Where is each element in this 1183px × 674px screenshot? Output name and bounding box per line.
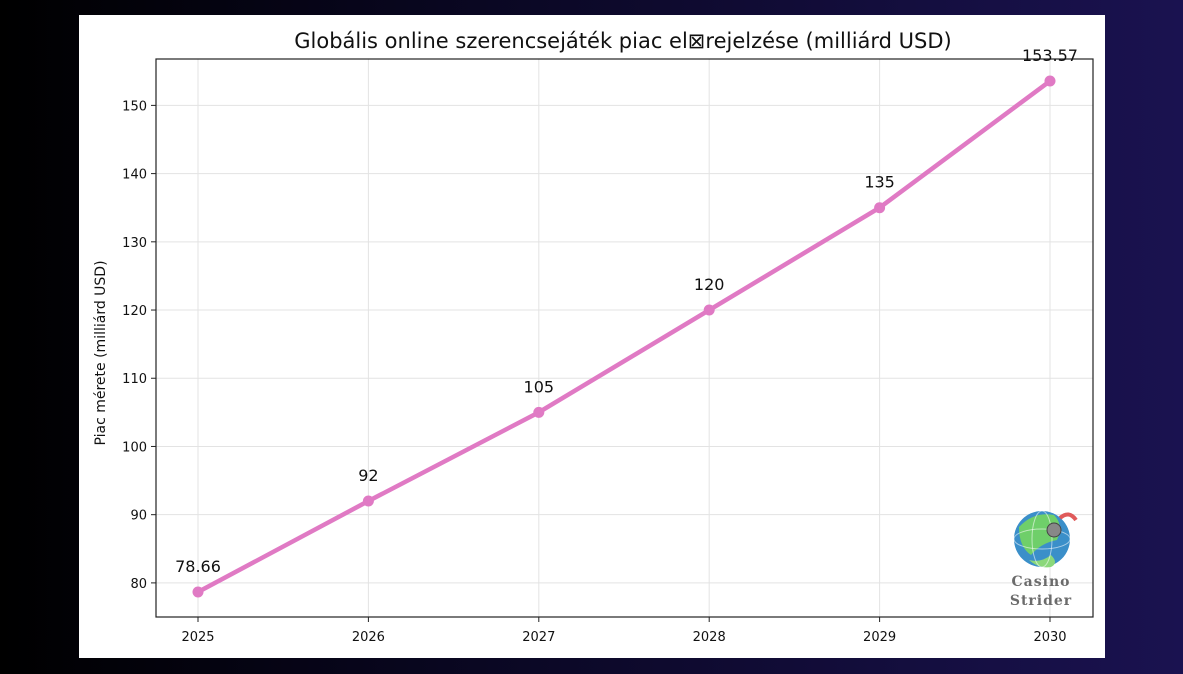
y-tick-label: 100 xyxy=(122,440,147,455)
data-labels: 78.66 92 105 120 135 153.57 xyxy=(175,46,1078,576)
x-tick-label: 2025 xyxy=(181,630,214,645)
logo-line-2: Strider xyxy=(1010,593,1072,609)
x-tick-label: 2026 xyxy=(352,630,385,645)
y-axis-title: Piac mérete (milliárd USD) xyxy=(93,260,109,445)
x-tick-label: 2027 xyxy=(522,630,555,645)
y-tick-label: 80 xyxy=(130,577,147,592)
x-tick-label: 2029 xyxy=(863,630,896,645)
y-tick-label: 150 xyxy=(122,99,147,114)
data-label: 153.57 xyxy=(1022,46,1078,65)
y-tick-label: 140 xyxy=(122,168,147,183)
y-tick-label: 90 xyxy=(130,509,147,524)
data-label: 120 xyxy=(694,275,725,294)
data-point xyxy=(1044,75,1056,87)
line-chart: Globális online szerencsejáték piac el⊠r… xyxy=(93,29,1094,645)
data-label: 92 xyxy=(358,466,378,485)
globe-icon xyxy=(1013,510,1078,568)
casino-strider-logo: Casino Strider xyxy=(1010,510,1078,609)
data-point xyxy=(703,304,715,316)
series-line xyxy=(195,78,1053,595)
grid-lines xyxy=(156,59,1093,617)
plot-frame xyxy=(155,58,1094,618)
data-label: 135 xyxy=(864,173,895,192)
chart-card: Globális online szerencsejáték piac el⊠r… xyxy=(79,15,1105,658)
y-axis-ticks: 80 90 100 110 120 130 140 150 xyxy=(122,99,156,592)
data-point xyxy=(362,495,374,507)
x-tick-label: 2028 xyxy=(693,630,726,645)
x-axis-ticks: 2025 2026 2027 2028 2029 2030 xyxy=(181,617,1067,645)
data-point xyxy=(874,202,886,214)
data-label: 78.66 xyxy=(175,557,221,576)
y-tick-label: 120 xyxy=(122,304,147,319)
data-point xyxy=(533,406,545,418)
y-tick-label: 110 xyxy=(122,372,147,387)
y-tick-label: 130 xyxy=(122,236,147,251)
chart-title: Globális online szerencsejáték piac el⊠r… xyxy=(294,29,952,53)
data-label: 105 xyxy=(524,377,555,396)
x-tick-label: 2030 xyxy=(1033,630,1066,645)
data-point xyxy=(192,586,204,598)
logo-line-1: Casino xyxy=(1012,574,1071,590)
series-layer xyxy=(192,75,1056,598)
